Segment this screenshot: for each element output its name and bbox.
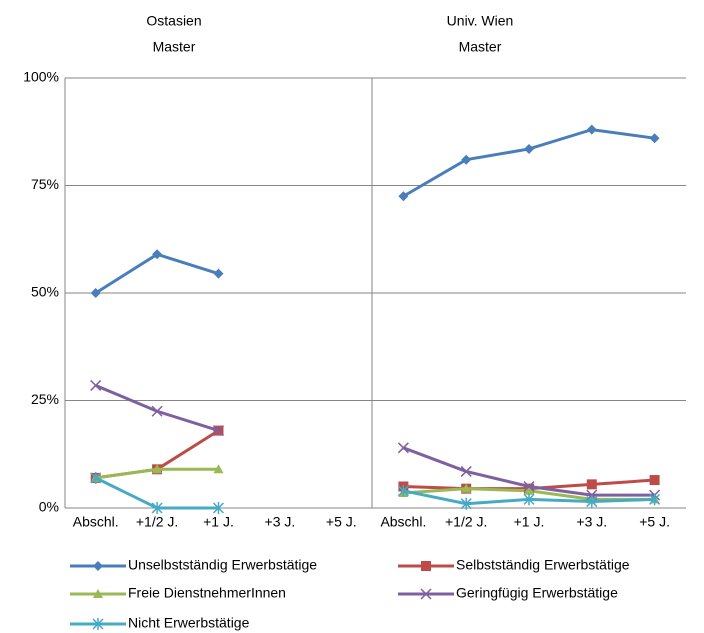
marker <box>213 464 224 474</box>
series-line <box>402 128 655 198</box>
y-tick-label: 0% <box>39 499 59 515</box>
legend-marker <box>93 589 103 598</box>
marker <box>461 483 472 493</box>
y-tick-label: 100% <box>23 69 59 85</box>
marker <box>212 502 225 514</box>
panel-subtitle: Master <box>459 39 502 55</box>
legend-marker <box>92 618 104 630</box>
marker <box>151 502 163 514</box>
marker <box>523 493 535 506</box>
y-tick-label: 75% <box>31 176 59 192</box>
legend-marker <box>421 561 431 571</box>
marker <box>90 471 102 484</box>
series-line <box>94 252 219 295</box>
marker <box>461 154 472 165</box>
marker <box>460 497 472 510</box>
marker <box>397 442 409 454</box>
panel-title: Ostasien <box>146 13 201 29</box>
marker <box>523 480 535 493</box>
marker <box>212 425 225 437</box>
x-tick-label: Abschl. <box>380 514 426 530</box>
legend-label: Nicht Erwerbstätige <box>128 615 250 631</box>
legend-label: Freie DienstnehmerInnen <box>128 585 286 601</box>
legend-marker <box>420 588 432 600</box>
marker <box>151 405 163 417</box>
marker <box>524 143 534 154</box>
marker <box>524 485 534 495</box>
x-tick-label: +5 J. <box>639 514 670 530</box>
legend-label: Unselbstständig Erwerbstätige <box>128 557 317 573</box>
series-line <box>95 384 219 433</box>
panel-subtitle: Master <box>153 39 196 55</box>
marker <box>586 479 597 490</box>
y-tick-label: 25% <box>31 391 59 407</box>
marker <box>460 465 472 477</box>
marker <box>213 268 224 279</box>
x-tick-label: +1/2 J. <box>136 514 178 530</box>
marker <box>90 288 101 298</box>
marker <box>152 249 163 260</box>
legend-label: Geringfügig Erwerbstätige <box>456 585 618 601</box>
marker <box>649 493 661 506</box>
marker <box>649 475 660 486</box>
x-tick-label: Abschl. <box>73 514 119 530</box>
legend-marker <box>93 561 103 571</box>
x-tick-label: +5 J. <box>326 514 357 530</box>
marker <box>586 495 598 508</box>
panel-title: Univ. Wien <box>447 13 514 29</box>
legend-label: Selbstständig Erwerbstätige <box>456 557 630 573</box>
y-tick-label: 50% <box>31 284 59 300</box>
marker <box>649 133 660 144</box>
x-tick-label: +1/2 J. <box>445 514 487 530</box>
x-tick-label: +3 J. <box>265 514 296 530</box>
marker <box>152 464 163 474</box>
marker <box>397 484 409 497</box>
x-tick-label: +3 J. <box>576 514 607 530</box>
marker <box>90 379 102 391</box>
marker <box>586 124 597 135</box>
x-tick-label: +1 J. <box>514 514 545 530</box>
marker <box>398 191 409 202</box>
x-tick-label: +1 J. <box>203 514 234 530</box>
